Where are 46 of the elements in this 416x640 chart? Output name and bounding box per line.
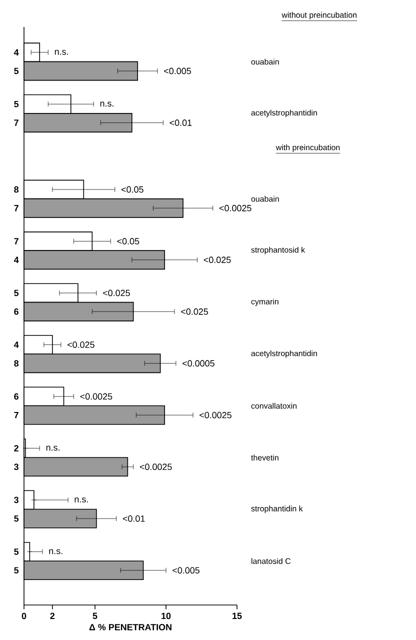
text: 5 [14,515,19,522]
annotation: <0.0025 [219,204,252,212]
annotation: n.s. [49,549,62,554]
annotation: <0.01 [122,515,145,522]
text: 8 [14,360,19,367]
text: 4 [14,256,19,263]
text: 6 [14,393,18,400]
text: 4 [14,342,19,348]
annotation: n.s. [46,446,60,451]
annotation: <0.0025 [200,412,232,418]
annotation: <0.025 [181,308,208,315]
x-tick-label: 10 [162,612,171,620]
text: 4 [14,49,19,56]
annotation: <0.01 [170,120,192,126]
x-axis-title: Δ % PENETRATION [89,624,172,630]
annotation: <0.025 [204,256,231,264]
text: 7 [14,205,18,212]
x-tick-label: 2 [50,612,55,620]
annotation: <0.05 [121,186,144,193]
text: 5 [14,100,19,108]
text: 7 [14,412,18,418]
text: 3 [14,496,18,504]
x-tick-label: 5 [92,612,98,620]
text: 5 [14,68,19,74]
annotation: n.s. [100,102,114,107]
annotation: <0.025 [103,290,130,296]
text: 5 [14,548,19,555]
annotation: <0.05 [117,238,140,244]
annotation: n.s. [74,498,88,502]
annotation: <0.025 [68,342,94,348]
text: 7 [14,120,18,126]
text: 6 [14,308,18,315]
annotation: <0.005 [172,567,200,574]
annotation: <0.0025 [80,393,112,400]
x-tick-label: 0 [22,612,26,620]
text: 5 [14,290,19,296]
text: 2 [14,445,18,452]
annotation: <0.0025 [140,464,172,470]
annotation: n.s. [54,50,68,55]
annotation: <0.005 [164,68,191,74]
annotation: <0.0005 [182,360,214,367]
x-tick-label: 15 [232,612,242,620]
text: 3 [14,464,18,470]
text: 8 [14,186,19,193]
text: 5 [14,567,19,574]
text: 7 [14,238,18,244]
